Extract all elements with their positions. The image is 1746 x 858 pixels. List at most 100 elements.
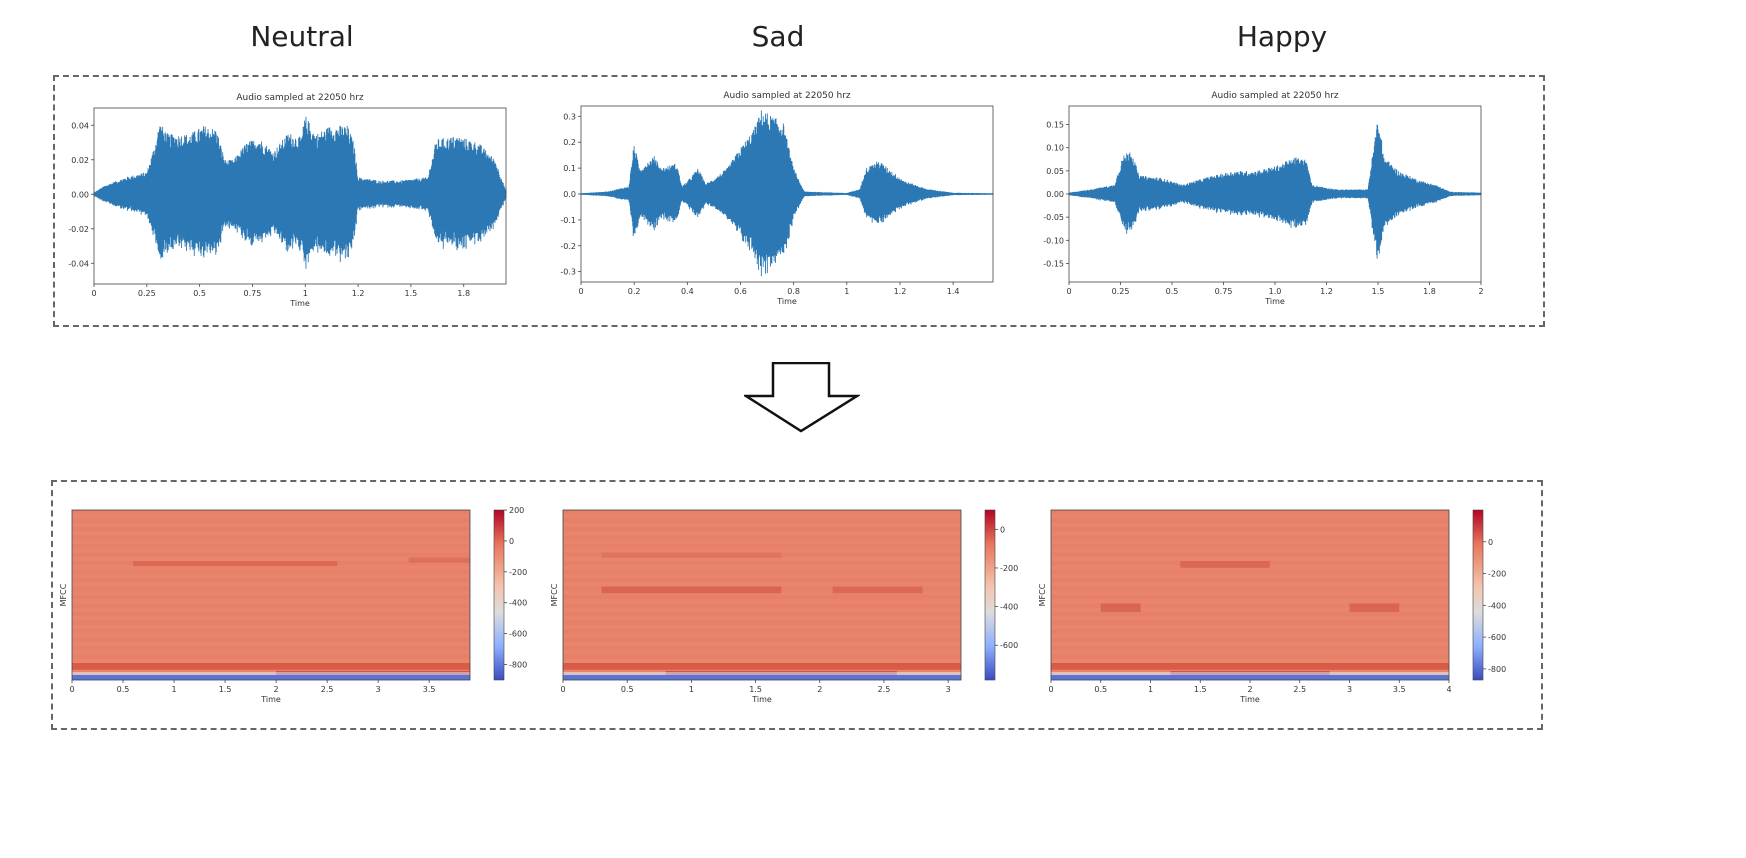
colorbar-tick-label: -600 [1000,641,1018,650]
down-arrow-icon [744,362,860,433]
mfcc-row [1051,646,1449,651]
mfcc-row [563,637,961,642]
mfcc-row [72,544,470,549]
x-tick-label: 0 [1048,685,1053,694]
mfcc-row [563,646,961,651]
column-title-happy: Happy [1236,20,1328,53]
mfcc-row [563,620,961,625]
mfcc-row [1051,637,1449,642]
mfcc-row [1051,573,1449,578]
colorbar-tick-label: -800 [509,661,527,670]
colorbar [493,509,505,681]
colorbar-tick-label: -400 [509,599,527,608]
y-tick-label: 0.05 [1046,167,1064,176]
colorbar-tick-label: -200 [1488,570,1506,579]
mfcc-heatmap [563,510,961,680]
mfcc-row [1051,531,1449,536]
mfcc-row [1051,595,1449,600]
colorbar-tick-label: -400 [1488,601,1506,610]
waveform-chart-neutral: Audio sampled at 22050 hrz 0 0.25 0.5 0.75 1 1… [68,93,507,308]
x-tick-label: 0.75 [244,289,262,298]
waveform-path [580,110,994,277]
mfcc-row [563,629,961,634]
colorbar-tick-label: -600 [509,630,527,639]
mfcc-band [408,557,470,563]
mfcc-chart-neutral: 0 0.5 1 1.5 2 2.5 3 3.5 Time MFCC 200 0 -200 -400 -600… [59,506,527,704]
mfcc-row [1051,544,1449,549]
mfcc-row [72,518,470,523]
x-tick-label: 1.5 [1194,685,1207,694]
mfcc-row [1051,641,1449,646]
plot-frame [562,509,962,681]
mfcc-row [72,620,470,625]
mfcc-band [601,552,782,558]
waveform-series [580,110,994,277]
x-tick-label: 0.75 [1215,287,1233,296]
mfcc-row [72,539,470,544]
mfcc-row [72,548,470,553]
x-tick-label: 0.4 [681,287,694,296]
x-axis-label: Time [289,299,310,308]
y-tick-label: 0.3 [563,112,576,121]
mfcc-row [72,641,470,646]
x-tick-label: 1.2 [1320,287,1333,296]
mfcc-row [72,522,470,527]
mfcc-row [1051,527,1449,532]
mfcc-row [72,514,470,519]
colorbar-tick-label: -400 [1000,603,1018,612]
y-axis-label: MFCC [550,583,559,606]
x-tick-label: 3 [946,685,951,694]
x-axis-label: Time [776,297,797,306]
mfcc-heatmap [72,510,470,680]
mfcc-row [563,531,961,536]
y-tick-label: 0.04 [71,121,89,130]
y-tick-label: -0.2 [560,242,576,251]
mfcc-band [601,586,782,594]
x-tick-label: 2 [274,685,279,694]
mfcc-row [563,595,961,600]
mfcc-row [72,607,470,612]
colorbar-tick-label: 0 [1488,538,1493,547]
waveform-series [93,116,507,269]
x-tick-label: 1 [1148,685,1153,694]
mfcc-row [563,527,961,532]
mfcc-band [1100,603,1141,612]
x-tick-label: 1 [172,685,177,694]
mfcc-row [1051,624,1449,629]
x-tick-label: 2.5 [321,685,334,694]
x-axis-label: Time [751,695,772,704]
mfcc-row [72,654,470,659]
mfcc-row [1051,607,1449,612]
waveform-group-box [53,75,1545,327]
mfcc-heatmap [1051,510,1449,680]
x-tick-label: 0.8 [787,287,800,296]
x-tick-label: 3 [376,685,381,694]
mfcc-row [1051,582,1449,587]
chart-title: Audio sampled at 22050 hrz [236,93,364,103]
mfcc-row [72,569,470,574]
mfcc-row [563,561,961,566]
mfcc-row [1051,578,1449,583]
waveform-series [1068,124,1482,259]
mfcc-row [563,522,961,527]
x-tick-label: 0.2 [628,287,641,296]
mfcc-row [563,582,961,587]
colorbar [984,509,996,681]
column-title-sad: Sad [751,20,805,53]
mfcc-row [72,624,470,629]
mfcc-row [563,616,961,621]
colorbar-tick-label: -200 [509,568,527,577]
x-tick-label: 0 [69,685,74,694]
mfcc-row [72,650,470,655]
x-tick-label: 1.5 [1372,287,1385,296]
y-tick-label: -0.04 [68,259,89,268]
mfcc-row [1051,603,1449,608]
x-tick-label: 2 [1247,685,1252,694]
plot-frame [71,509,471,681]
mfcc-row [72,595,470,600]
mfcc-row [72,658,470,663]
mfcc-row [72,565,470,570]
mfcc-row [563,578,961,583]
mfcc-row [72,590,470,595]
x-axis-label: Time [1264,297,1285,306]
